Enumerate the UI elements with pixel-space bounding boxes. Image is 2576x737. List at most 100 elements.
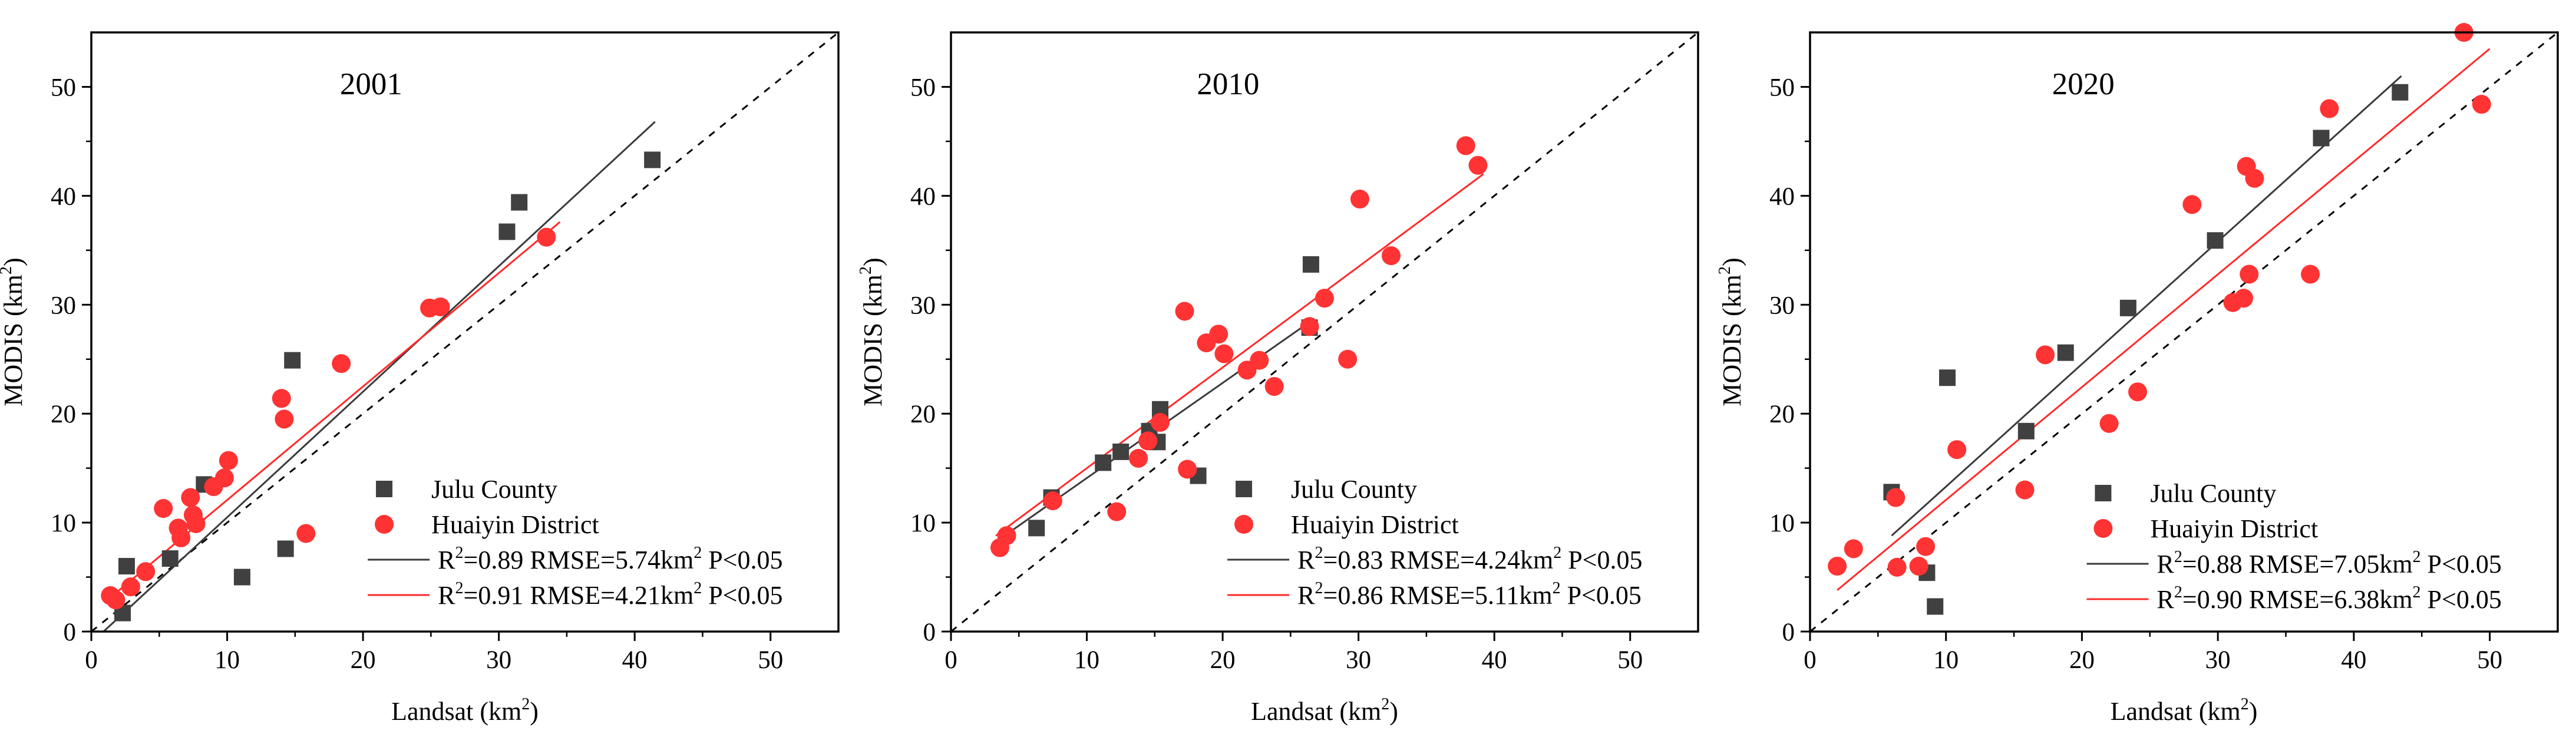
x-axis-label: Landsat (km2) [2111,695,2258,726]
huaiyin-point [1886,488,1905,507]
huaiyin-point [2245,168,2264,188]
huaiyin-point [154,499,173,518]
x-tick-label: 40 [2341,646,2366,674]
legend-huaiyin-marker [2093,519,2113,538]
y-tick-label: 30 [1769,292,1795,319]
x-axis-label-sup: 2 [2241,695,2249,713]
huaiyin-point [275,409,294,429]
huaiyin-point [1250,351,1269,370]
legend-julu-marker [376,481,393,497]
r2-prefix: R [438,546,455,574]
julu-fit-line [1891,75,2402,537]
huaiyin-point [1916,537,1936,556]
huaiyin-fit-line [995,173,1484,537]
legend-huaiyin-label: Huaiyin District [431,510,599,539]
huaiyin-point [1214,344,1234,363]
huaiyin-point [136,562,156,581]
huaiyin-point [272,389,291,408]
stats-values: =0.86 RMSE=5.11km [1323,581,1553,610]
y-axis-label-main: MODIS (km [1718,275,1746,406]
julu-point [1095,454,1112,471]
y-tick-label: 20 [1769,401,1795,428]
julu-point [1927,598,1944,615]
y-axis-label: MODIS (km2) [1716,257,1746,406]
y-axis-label-close: ) [0,257,28,266]
x-axis-label-sup: 2 [521,695,530,713]
p-value: P<0.05 [2421,585,2502,614]
x-tick-label: 10 [1074,646,1099,674]
julu-point [511,194,528,211]
legend-julu-marker [1236,481,1253,497]
y-axis-label-sup: 2 [857,266,875,275]
huaiyin-point [2240,265,2259,284]
y-axis-label-sup: 2 [0,266,15,275]
x-tick-label: 0 [85,646,98,674]
julu-point [1028,520,1045,537]
one-to-one-line [950,31,1699,633]
huaiyin-point [1107,502,1127,521]
julu-point [1939,369,1956,386]
huaiyin-point [1350,189,1369,209]
huaiyin-point [537,227,556,247]
legend-huaiyin-label: Huaiyin District [2150,514,2318,543]
huaiyin-point [1468,156,1488,175]
x-tick-label: 30 [2205,646,2231,674]
p-value: P<0.05 [1561,581,1642,610]
huaiyin-point [2320,99,2339,118]
r2-sup: 2 [2174,548,2182,566]
x-tick-label: 50 [2477,646,2502,674]
legend-julu-stats: R2=0.89 RMSE=5.74km2 P<0.05 [438,544,782,574]
huaiyin-point [1456,136,1475,156]
x-tick-label: 0 [944,646,957,674]
r2-prefix: R [2157,585,2175,614]
chart-title: 2001 [340,67,402,101]
julu-point [161,550,179,567]
legend-huaiyin-stats: R2=0.90 RMSE=6.38km2 P<0.05 [2157,583,2502,614]
x-tick-label: 0 [1804,646,1817,674]
huaiyin-point [186,514,206,533]
julu-point [2119,299,2136,316]
huaiyin-point [1381,246,1401,266]
huaiyin-point [171,528,191,547]
huaiyin-point [1175,302,1194,321]
huaiyin-point [1209,325,1228,344]
huaiyin-point [1300,317,1319,336]
y-tick-label: 20 [51,401,76,428]
r2-sup: 2 [2174,583,2182,602]
p-value: P<0.05 [1561,546,1642,574]
y-tick-label: 0 [64,619,77,646]
x-tick-label: 20 [2069,646,2095,674]
r2-sup: 2 [1315,544,1323,562]
plot-frame [90,31,840,633]
y-axis-label: MODIS (km2) [0,257,28,406]
huaiyin-point [1844,539,1863,558]
x-tick-label: 40 [1482,646,1507,674]
x-tick-label: 30 [486,646,511,674]
huaiyin-point [1887,557,1907,577]
km-sup: 2 [693,579,702,597]
y-tick-label: 0 [923,619,936,646]
r2-prefix: R [2157,550,2175,579]
p-value: P<0.05 [702,581,782,610]
huaiyin-point [1129,448,1148,468]
huaiyin-point [332,354,351,374]
km-sup: 2 [2413,548,2421,566]
huaiyin-point [2015,480,2035,500]
p-value: P<0.05 [2421,550,2502,579]
y-tick-label: 10 [51,510,76,537]
y-tick-label: 40 [1769,183,1795,210]
x-axis-label-main: Landsat (km [1251,697,1381,726]
julu-point [2392,84,2409,101]
huaiyin-point [431,297,450,316]
legend-julu-stats: R2=0.88 RMSE=7.05km2 P<0.05 [2157,548,2502,579]
x-tick-label: 50 [758,646,783,674]
r2-sup: 2 [455,579,464,597]
huaiyin-point [1151,412,1170,432]
legend-julu-marker [2095,485,2112,501]
y-tick-label: 10 [1769,510,1795,537]
y-tick-label: 50 [1769,74,1795,101]
julu-point [277,540,294,557]
